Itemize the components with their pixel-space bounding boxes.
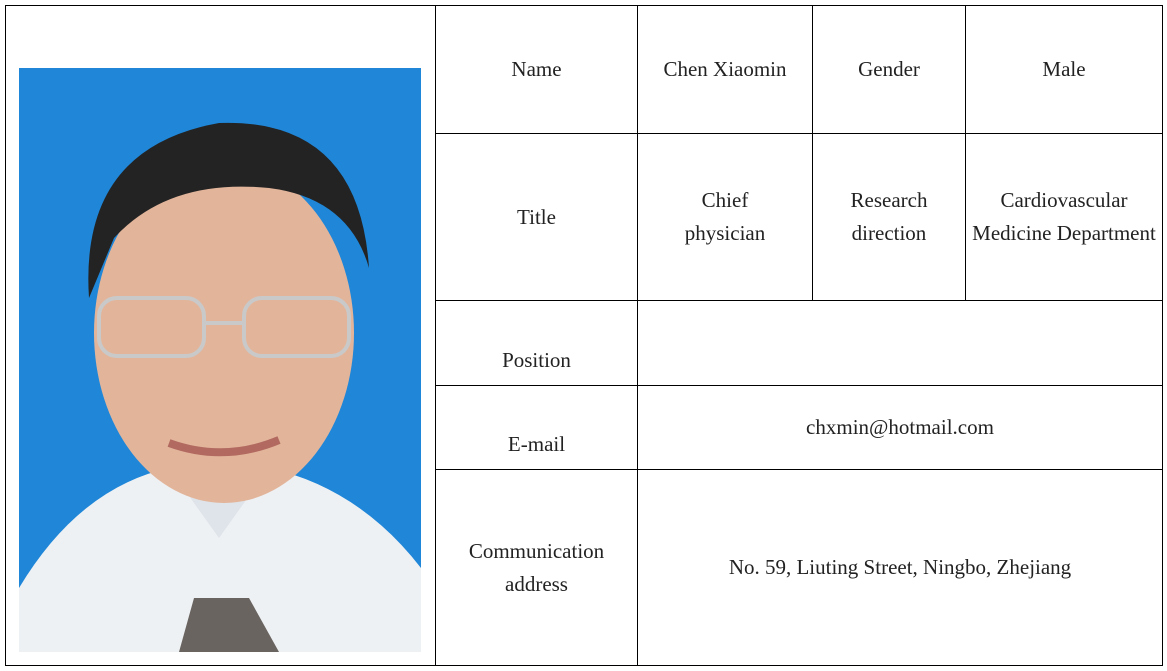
label-cell: Gender [812,5,966,134]
value-cell: Chief physician [637,133,813,301]
label-cell: E-mail [435,385,638,470]
label-cell: Name [435,5,638,134]
value-cell: No. 59, Liuting Street, Ningbo, Zhejiang [637,469,1163,666]
label-cell: Research direction [812,133,966,301]
portrait-photo [19,68,421,652]
photo-cell [5,5,436,666]
value-cell: Cardiovascular Medicine Department [965,133,1163,301]
value-cell: Chen Xiaomin [637,5,813,134]
label-cell: Title [435,133,638,301]
label-cell: Position [435,300,638,386]
value-cell [637,300,1163,386]
value-cell: Male [965,5,1163,134]
label-cell: Communication address [435,469,638,666]
value-cell: chxmin@hotmail.com [637,385,1163,470]
